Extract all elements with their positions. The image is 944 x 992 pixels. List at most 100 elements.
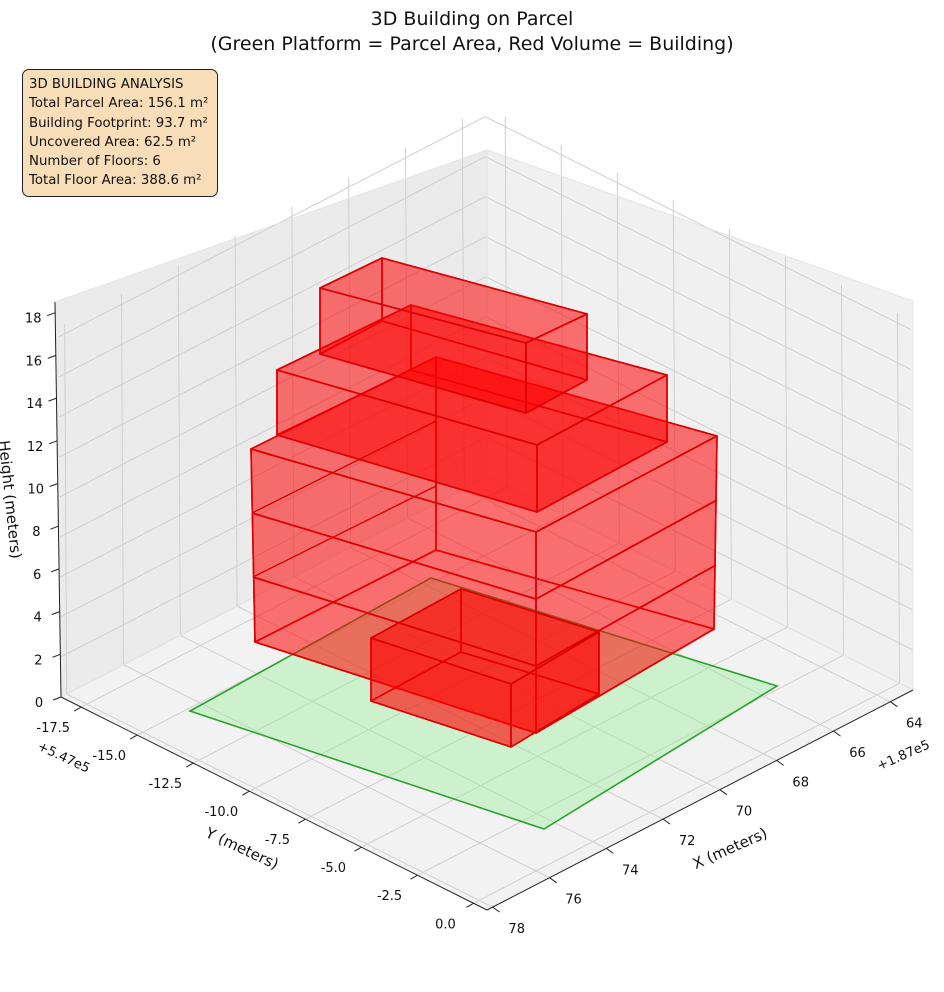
z-grid-left-2 — [60, 396, 487, 618]
z-tick-label-7: 14 — [26, 397, 43, 412]
left-back-pane — [55, 150, 487, 697]
z-grid-right-7 — [485, 196, 912, 411]
x-axis-line — [486, 689, 914, 911]
grid-lines — [54, 116, 914, 908]
y-tick-label-1: -15.0 — [92, 749, 126, 764]
y-grid-wall-4 — [728, 228, 732, 600]
x-grid-floor-4 — [236, 605, 664, 820]
z-tick-label-2: 4 — [34, 611, 42, 626]
building-middle-block — [276, 304, 668, 513]
z-tick-6 — [48, 440, 58, 445]
z-axis-label: Height (meters) — [0, 439, 25, 559]
y-axis-line — [60, 696, 488, 911]
y-grid-floor-7 — [473, 682, 900, 904]
x-tick-label-2: 68 — [792, 775, 809, 790]
x-offset-label: +1.87e5 — [875, 738, 932, 775]
stats-uncovered-area: Uncovered Area: 62.5 m² — [29, 134, 197, 150]
x-tick-7 — [492, 906, 500, 913]
x-grid-floor-0 — [464, 488, 891, 703]
y-tick-7 — [466, 902, 474, 908]
x-tick-label-7: 78 — [508, 922, 525, 937]
axis-lines — [54, 301, 914, 911]
z-tick-9 — [47, 312, 56, 317]
z-grid-left-8 — [59, 156, 486, 378]
building-middle-block-top — [276, 304, 668, 446]
stats-heading: 3D BUILDING ANALYSIS — [29, 77, 184, 92]
x-grid-wall-5 — [177, 265, 181, 636]
x-tick-label-3: 70 — [736, 805, 753, 820]
y-axis-label: Y (meters) — [202, 823, 282, 873]
z-tick-2 — [51, 611, 60, 616]
building-ground-block-top — [370, 588, 600, 685]
building-ground-block — [370, 588, 600, 748]
z-grid-left-7 — [59, 196, 486, 418]
x-tick-label-4: 72 — [679, 834, 696, 849]
y-tick-1 — [129, 734, 138, 740]
y-grid-wall-6 — [841, 284, 844, 656]
z-tick-label-3: 6 — [33, 568, 41, 583]
y-grid-floor-1 — [136, 514, 564, 736]
z-tick-5 — [49, 483, 58, 487]
y-grid-wall-1 — [560, 144, 564, 516]
stats-building-footprint: Building Footprint: 93.7 m² — [29, 115, 208, 131]
x-tick-0 — [890, 701, 898, 708]
z-grid-right-2 — [486, 396, 913, 611]
x-tick-label-5: 74 — [622, 863, 639, 878]
z-grid-left-6 — [59, 236, 486, 458]
pane-edge-0 — [60, 476, 488, 698]
z-grid-right-1 — [486, 436, 914, 651]
x-tick-2 — [776, 759, 784, 766]
z-axis-line — [54, 301, 62, 698]
z-grid-left-4 — [59, 316, 487, 538]
y-offset-label: +5.47e5 — [35, 739, 92, 776]
y-grid-wall-5 — [784, 256, 788, 628]
y-grid-floor-6 — [417, 654, 844, 876]
pane-edge-5 — [54, 149, 488, 303]
z-tick-label-4: 8 — [32, 525, 40, 540]
x-tick-4 — [662, 818, 671, 825]
y-tick-4 — [298, 818, 306, 824]
y-grid-wall-3 — [672, 200, 676, 572]
pane-edge-6 — [486, 149, 914, 302]
x-tick-5 — [606, 847, 614, 854]
y-grid-floor-5 — [361, 626, 788, 848]
axes-panes — [55, 150, 913, 910]
data-marks — [188, 257, 779, 830]
x-tick-3 — [719, 789, 728, 796]
building-stats-box: 3D BUILDING ANALYSIS Total Parcel Area: … — [22, 69, 218, 197]
stats-total-parcel-area: Total Parcel Area: 156.1 m² — [29, 96, 209, 112]
z-grid-right-9 — [484, 116, 912, 331]
building-lower-block — [250, 356, 718, 734]
y-grid-wall-7 — [897, 312, 900, 684]
building-top-block — [319, 257, 588, 414]
y-tick-0 — [73, 706, 82, 712]
floor-divider-0 — [252, 564, 717, 667]
y-tick-label-6: -2.5 — [377, 889, 402, 904]
x-grid-wall-7 — [64, 323, 68, 695]
x-tick-label-0: 64 — [906, 717, 923, 732]
z-grid-right-8 — [485, 156, 912, 371]
x-axis-label: X (meters) — [690, 824, 770, 873]
y-tick-label-5: -5.0 — [321, 861, 346, 876]
z-tick-7 — [48, 397, 57, 402]
y-grid-floor-4 — [305, 598, 732, 820]
x-tick-label-1: 66 — [849, 746, 866, 761]
pane-edge-1 — [486, 476, 914, 691]
y-tick-5 — [354, 846, 362, 852]
z-grid-right-4 — [485, 316, 913, 531]
z-tick-label-5: 10 — [28, 483, 45, 498]
z-tick-0 — [52, 696, 62, 701]
floor-pane — [61, 477, 913, 910]
z-tick-8 — [47, 354, 56, 359]
x-grid-wall-6 — [121, 294, 124, 665]
y-tick-label-3: -10.0 — [204, 805, 238, 820]
z-tick-label-6: 12 — [27, 440, 44, 455]
x-grid-wall-1 — [405, 147, 408, 519]
stats-number-of-floors: Number of Floors: 6 — [29, 154, 161, 170]
x-grid-floor-6 — [123, 664, 550, 879]
x-grid-floor-7 — [66, 693, 493, 908]
x-grid-wall-3 — [291, 206, 295, 577]
chart-subtitle: (Green Platform = Parcel Area, Red Volum… — [210, 33, 733, 55]
building-top-block-top — [319, 257, 588, 344]
y-tick-2 — [186, 762, 194, 768]
